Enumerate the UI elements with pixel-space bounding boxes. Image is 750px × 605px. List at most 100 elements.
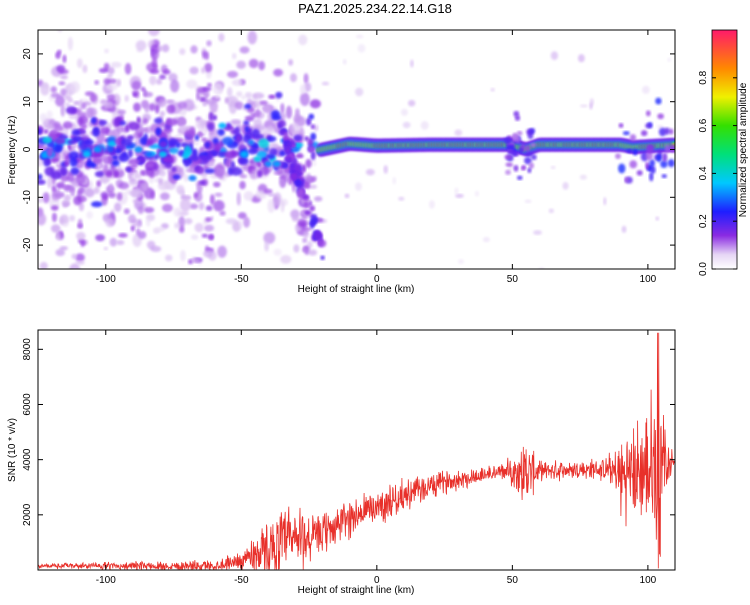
spectrogram-blob (98, 119, 108, 126)
colorbar-tick-label: 0.4 (698, 166, 709, 180)
spectrogram-blob (140, 169, 146, 175)
spectrogram-blob (59, 192, 65, 197)
colorbar-tick-label: 0.2 (698, 214, 709, 228)
spectrogram-blob (128, 158, 140, 166)
spectrogram-y-label: Frequency (Hz) (7, 116, 18, 185)
spectrogram-blob (240, 151, 249, 158)
spectrogram-blob (206, 153, 213, 161)
spectrogram-blob (150, 49, 159, 60)
spectrogram-blob (42, 192, 50, 204)
spectrogram-blob (267, 199, 275, 213)
spectrogram-blob (50, 224, 61, 233)
spectrogram-blob (110, 61, 122, 68)
spectrogram-blob (179, 226, 185, 233)
spectrogram-blob (267, 193, 276, 197)
spectrogram-blob (455, 193, 464, 198)
spectrogram-blob (256, 124, 265, 131)
spectrogram-blob (521, 164, 526, 170)
spectrogram-y-tick-label: 20 (22, 48, 33, 60)
spectrogram-blob (203, 224, 215, 232)
spectrogram-blob (68, 113, 79, 119)
spectrogram-blob (266, 135, 277, 142)
spectrogram-blob (505, 162, 513, 167)
spectrogram-blob (161, 44, 170, 53)
spectrogram-blob (77, 218, 83, 229)
spectrogram-blob (279, 175, 287, 188)
spectrogram-blob (117, 109, 126, 115)
spectrogram-blob (71, 253, 78, 260)
spectrogram-blob (93, 186, 100, 195)
spectrogram-blob (38, 173, 43, 181)
spectrogram-blob (301, 247, 307, 253)
spectrogram-blob (383, 165, 388, 174)
spectrogram-blob (550, 51, 559, 61)
spectrogram-blob (285, 146, 291, 154)
spectrogram-blob (176, 184, 185, 194)
spectrogram-blob (85, 161, 95, 168)
spectrogram-blob (303, 73, 309, 84)
spectrogram-blob (149, 69, 160, 74)
spectrogram-blob (46, 148, 53, 157)
spectrogram-blob (118, 182, 130, 190)
spectrogram-blob (284, 166, 291, 173)
spectrogram-blob (59, 217, 65, 225)
spectrogram-blob (255, 134, 265, 139)
spectrogram-blob (39, 113, 47, 122)
spectrogram-blob (615, 153, 621, 160)
spectrogram-blob (272, 160, 281, 167)
spectrogram-blob (655, 216, 659, 221)
spectrogram-blob (626, 148, 633, 154)
spectrogram-blob (119, 120, 127, 126)
spectrogram-blob (57, 30, 63, 33)
spectrogram-blob (224, 97, 229, 104)
spectrogram-blob (507, 145, 515, 151)
spectrogram-blob (132, 92, 138, 97)
spectrogram-blob (204, 62, 213, 73)
spectrogram-blob (106, 74, 113, 79)
spectrogram-blob (93, 146, 102, 153)
spectrogram-blob (579, 104, 588, 108)
spectrogram-blob (123, 208, 130, 215)
spectrogram-blob (135, 40, 147, 51)
spectrogram-blob (124, 63, 132, 75)
spectrogram-blob (579, 174, 587, 180)
spectrogram-blob (320, 255, 325, 260)
spectrogram-blob (649, 172, 654, 182)
spectrogram-blob (504, 154, 512, 160)
spectrogram-blob (490, 87, 495, 92)
spectrogram-blob (243, 191, 254, 201)
colorbar-tick-label: 0.0 (698, 262, 709, 276)
snr-x-tick-label: -100 (96, 575, 116, 586)
spectrogram-blob (184, 218, 193, 225)
spectrogram-blob (143, 91, 154, 98)
spectrogram-blob (309, 160, 317, 167)
spectrogram-blob (302, 237, 308, 244)
spectrogram-blob (201, 137, 208, 142)
spectrogram-blob (236, 192, 241, 206)
snr-x-tick-label: 0 (374, 575, 380, 586)
spectrogram-blob (201, 233, 208, 238)
spectrogram-blob (102, 163, 109, 173)
spectrogram-blob (286, 156, 292, 164)
spectrogram-blob (212, 199, 225, 212)
spectrogram-blob (669, 128, 674, 135)
spectrogram-blob (243, 120, 250, 126)
spectrogram-blob (513, 110, 520, 117)
spectrogram-blob (241, 95, 246, 100)
spectrogram-blob (270, 110, 281, 119)
spectrogram-blob (107, 66, 115, 75)
snr-plot-area (38, 330, 675, 570)
spectrogram-blob (655, 97, 662, 105)
spectrogram-blob (296, 189, 304, 197)
spectrogram-blob (66, 172, 75, 182)
spectrogram-blob (308, 113, 315, 120)
spectrogram-blob (127, 170, 133, 180)
chart-title: PAZ1.2025.234.22.14.G18 (298, 1, 452, 16)
spectrogram-blob (293, 114, 302, 123)
spectrogram-blob (146, 138, 155, 146)
spectrogram-blob (236, 91, 243, 97)
spectrogram-blob (259, 100, 268, 106)
spectrogram-blob (159, 74, 167, 80)
spectrogram-blob (63, 161, 70, 166)
spectrogram-blob (189, 66, 199, 75)
